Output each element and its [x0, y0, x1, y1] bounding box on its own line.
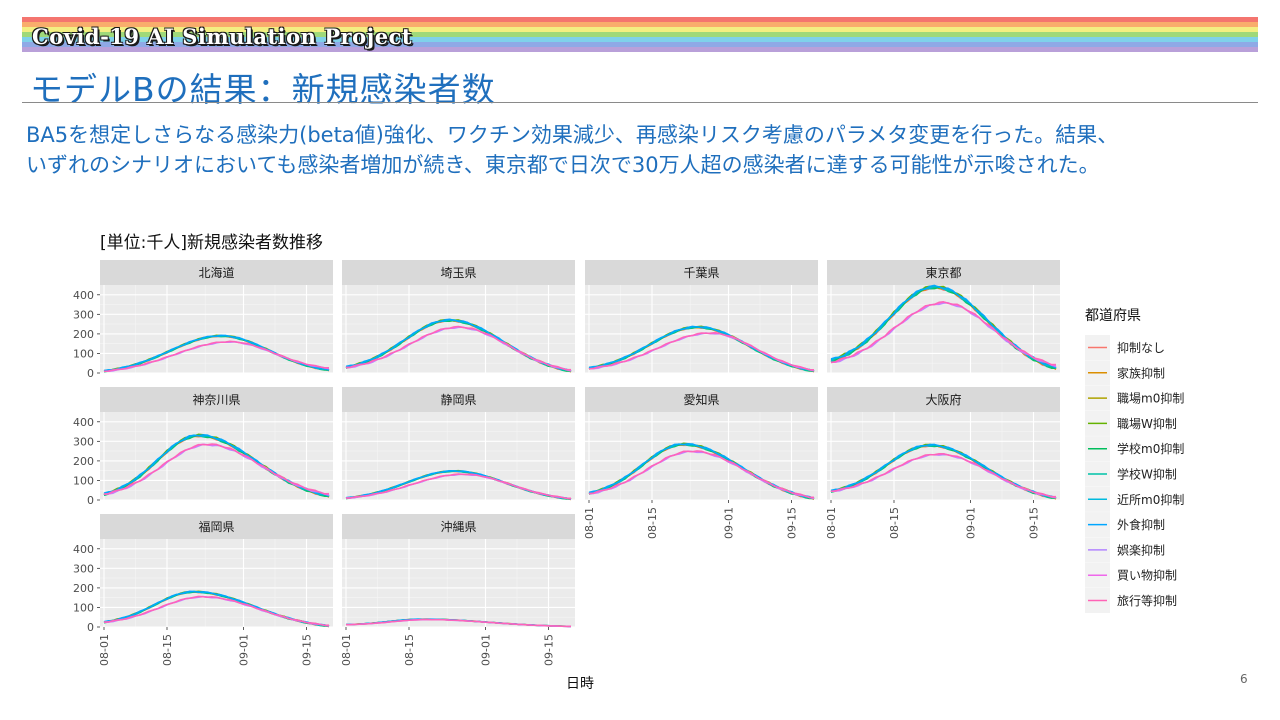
legend-entry-label: 近所m0抑制	[1117, 492, 1184, 507]
rainbow-stripe	[22, 32, 1258, 37]
x-tick-label: 08-01	[98, 634, 111, 666]
y-tick-label: 100	[73, 347, 94, 360]
legend-entry-label: 職場W抑制	[1117, 416, 1177, 431]
y-tick-label: 0	[87, 367, 94, 380]
y-tick-label: 0	[87, 494, 94, 507]
y-tick-label: 300	[73, 308, 94, 321]
panel-background	[342, 539, 575, 627]
legend-title: 都道府県	[1085, 308, 1141, 324]
y-tick-label: 400	[73, 289, 94, 302]
series-line	[345, 325, 571, 371]
legend-entry-label: 家族抑制	[1117, 365, 1165, 380]
y-tick-label: 200	[73, 328, 94, 341]
panel-strip-label: 愛知県	[683, 393, 719, 407]
panel-strip	[100, 260, 333, 285]
y-tick-label: 300	[73, 435, 94, 448]
legend-entry-label: 学校m0抑制	[1117, 441, 1184, 456]
summary-line-2: いずれのシナリオにおいても感染者増加が続き、東京都で日次で30万人超の感染者に達…	[26, 153, 1100, 177]
x-tick-label: 08-15	[403, 634, 416, 666]
panel-strip	[585, 387, 818, 412]
panel-strip-label: 北海道	[198, 265, 234, 280]
x-tick-label: 09-15	[786, 507, 799, 539]
y-tick-label: 0	[87, 621, 94, 634]
panel-background	[827, 285, 1060, 373]
rainbow-stripe	[22, 47, 1258, 52]
summary-text: BA5を想定しさらなる感染力(beta値)強化、ワクチン効果減少、再感染リスク考…	[26, 120, 1266, 180]
series-line	[830, 452, 1056, 498]
x-tick-label: 08-15	[161, 634, 174, 666]
series-line	[103, 443, 330, 496]
rainbow-banner	[22, 17, 1258, 57]
panel-strip	[827, 260, 1060, 285]
legend-entry-label: 買い物抑制	[1117, 568, 1177, 583]
y-tick-label: 200	[73, 455, 94, 468]
panel-background	[342, 412, 575, 500]
y-tick-label: 300	[73, 562, 94, 575]
x-tick-label: 08-15	[888, 507, 901, 539]
panel-strip-label: 神奈川県	[192, 393, 240, 407]
panel-strip-label: 埼玉県	[440, 266, 476, 280]
y-tick-label: 100	[73, 474, 94, 487]
rainbow-stripe	[22, 37, 1258, 42]
brand-title: Covid-19 AI Simulation Project	[32, 24, 413, 49]
x-tick-label: 09-01	[723, 507, 736, 539]
panel-background	[100, 285, 333, 373]
panel-strip	[100, 514, 333, 539]
rainbow-stripe	[22, 17, 1258, 22]
rainbow-stripe	[22, 27, 1258, 32]
x-tick-label: 09-01	[965, 507, 978, 539]
panel-strip-label: 大阪府	[925, 392, 961, 407]
panel-strip-label: 静岡県	[440, 393, 476, 407]
series-line	[588, 450, 814, 498]
panel-strip	[827, 387, 1060, 412]
series-line	[103, 595, 330, 626]
x-tick-label: 09-01	[238, 634, 251, 666]
x-tick-label: 09-15	[1028, 507, 1041, 539]
panel-strip	[585, 260, 818, 285]
legend-entry-label: 学校W抑制	[1117, 467, 1177, 482]
series-line	[830, 443, 1057, 499]
x-tick-label: 09-15	[543, 634, 556, 666]
page-number: 6	[1240, 672, 1248, 686]
y-tick-label: 400	[73, 543, 94, 556]
panel-background	[827, 412, 1060, 500]
rainbow-stripe	[22, 22, 1258, 27]
x-axis-title: 日時	[566, 676, 594, 692]
summary-line-1: BA5を想定しさらなる感染力(beta値)強化、ワクチン効果減少、再感染リスク考…	[26, 123, 1119, 147]
y-tick-label: 400	[73, 416, 94, 429]
series-line	[830, 284, 1057, 369]
panel-strip	[342, 514, 575, 539]
legend-entry-label: 職場m0抑制	[1117, 391, 1184, 406]
chart-title: [単位:千人]新規感染者数推移	[100, 233, 323, 253]
panel-strip-label: 福岡県	[198, 519, 234, 534]
panel-strip-label: 千葉県	[683, 266, 719, 280]
panel-strip-label: 東京都	[925, 266, 961, 280]
y-tick-label: 100	[73, 601, 94, 614]
series-line	[345, 618, 572, 628]
panel-background	[585, 412, 818, 500]
rainbow-stripe	[22, 42, 1258, 47]
x-tick-label: 08-01	[340, 634, 353, 666]
x-tick-label: 08-01	[825, 507, 838, 539]
x-tick-label: 08-15	[646, 507, 659, 539]
legend-entry-label: 旅行等抑制	[1117, 593, 1177, 608]
series-line	[103, 340, 329, 373]
x-tick-label: 09-01	[480, 634, 493, 666]
x-tick-label: 09-15	[301, 634, 314, 666]
title-divider	[22, 102, 1258, 103]
series-line	[830, 301, 1056, 366]
y-tick-label: 200	[73, 582, 94, 595]
panel-strip	[342, 260, 575, 285]
panel-strip	[100, 387, 333, 412]
legend-entry-label: 娯楽抑制	[1117, 542, 1165, 557]
legend-entry-label: 外食抑制	[1117, 517, 1165, 532]
series-line	[588, 331, 815, 371]
panel-strip	[342, 387, 575, 412]
legend-entry-label: 抑制なし	[1117, 340, 1165, 355]
panel-strip-label: 沖縄県	[440, 519, 476, 534]
series-line	[345, 473, 571, 499]
x-tick-label: 08-01	[583, 507, 596, 539]
